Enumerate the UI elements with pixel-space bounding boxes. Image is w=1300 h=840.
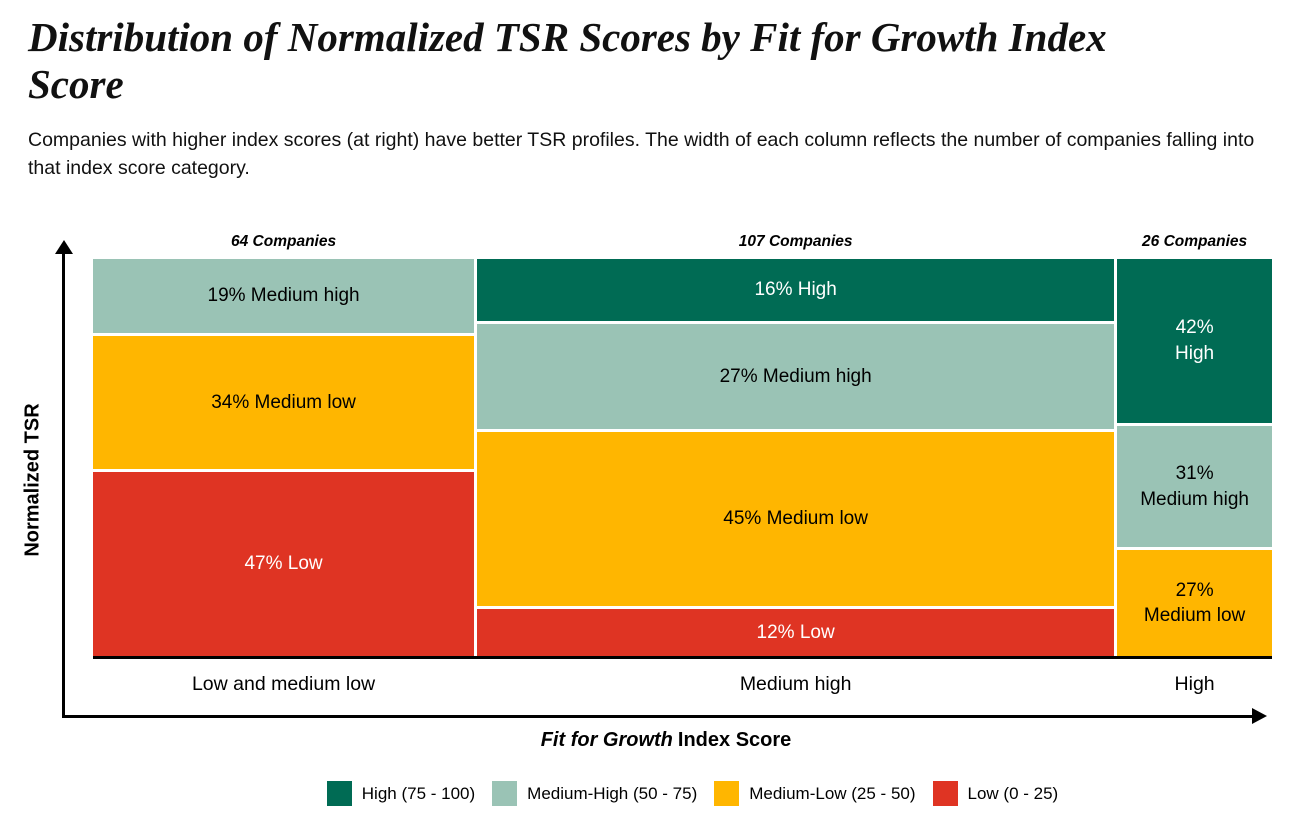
segment-label: 12% Low xyxy=(756,621,835,643)
chart-title: Distribution of Normalized TSR Scores by… xyxy=(28,14,1107,107)
segment-label: High xyxy=(1175,343,1215,365)
legend-label: Medium-Low (25 - 50) xyxy=(749,783,916,803)
legend-label: Low (0 - 25) xyxy=(967,783,1059,803)
legend-item-low: Low (0 - 25) xyxy=(932,781,1059,806)
segment-label: 42% xyxy=(1175,317,1214,339)
segment-high: 16% High xyxy=(477,259,1115,322)
segment-label: 47% Low xyxy=(244,553,323,575)
segment-label: 16% High xyxy=(754,279,837,301)
segment-label: Medium low xyxy=(1143,605,1246,627)
y-axis-arrow-icon xyxy=(55,240,73,254)
x-axis xyxy=(62,715,1257,718)
segment-medium_low: 45% Medium low xyxy=(477,431,1115,607)
chart-subtitle: Companies with higher index scores (at r… xyxy=(28,129,1255,180)
segment-label: 27% xyxy=(1175,579,1214,601)
column-companies-count: 107 Companies xyxy=(738,233,853,250)
segment-medium_low: 34% Medium low xyxy=(93,336,475,470)
x-axis-category-label: Medium high xyxy=(739,673,852,695)
x-axis-category-label: Low and medium low xyxy=(191,673,376,695)
legend-label: High (75 - 100) xyxy=(361,783,476,803)
segment-medium_high: 27% Medium high xyxy=(477,324,1115,429)
mosaic-column-3: 26 Companies 42% High 31% Medium high 27% Medi… xyxy=(1117,233,1272,695)
x-axis-arrow-icon xyxy=(1252,708,1267,724)
segment-label: 27% Medium high xyxy=(719,365,872,387)
mosaic-column-2: 107 Companies 16% High 27% Medium high 45% … xyxy=(477,233,1115,695)
segment-low: 47% Low xyxy=(93,472,475,656)
legend: High (75 - 100) Medium-High (50 - 75) Medi… xyxy=(85,781,1300,806)
segment-high: 42% High xyxy=(1117,259,1272,424)
y-axis xyxy=(62,250,65,717)
segment-medium_high: 31% Medium high xyxy=(1117,426,1272,548)
x-axis-category-label: High xyxy=(1174,673,1215,695)
segment-label: Medium high xyxy=(1140,488,1249,510)
segment-label: 34% Medium low xyxy=(211,391,356,413)
mosaic-column-1: 64 Companies 19% Medium high 34% Medium lo… xyxy=(93,233,475,695)
segment-label: 31% xyxy=(1175,463,1214,485)
legend-item-high: High (75 - 100) xyxy=(326,781,476,806)
segment-medium_low: 27% Medium low xyxy=(1117,550,1272,656)
legend-swatch-medium_low xyxy=(714,781,740,806)
mosaic-columns-container: 64 Companies 19% Medium high 34% Medium lo… xyxy=(93,233,1272,695)
legend-swatch-high xyxy=(326,781,352,806)
x-axis-title-rest: Index Score xyxy=(677,729,792,751)
segment-label: 45% Medium low xyxy=(723,508,868,530)
x-axis-title: Fit for Growth Index Score xyxy=(93,729,1239,752)
column-companies-count: 64 Companies xyxy=(230,233,337,250)
segment-medium_high: 19% Medium high xyxy=(93,259,475,334)
legend-item-medium_high: Medium-High (50 - 75) xyxy=(492,781,697,806)
x-axis-title-italic: Fit for Growth xyxy=(540,729,673,751)
legend-label: Medium-High (50 - 75) xyxy=(527,783,698,803)
segment-label: 19% Medium high xyxy=(207,285,360,307)
column-companies-count: 26 Companies xyxy=(1142,233,1248,250)
legend-swatch-low xyxy=(932,781,958,806)
y-axis-label: Normalized TSR xyxy=(21,403,44,557)
legend-swatch-medium_high xyxy=(492,781,518,806)
legend-item-medium_low: Medium-Low (25 - 50) xyxy=(714,781,916,806)
segment-low: 12% Low xyxy=(477,609,1115,656)
